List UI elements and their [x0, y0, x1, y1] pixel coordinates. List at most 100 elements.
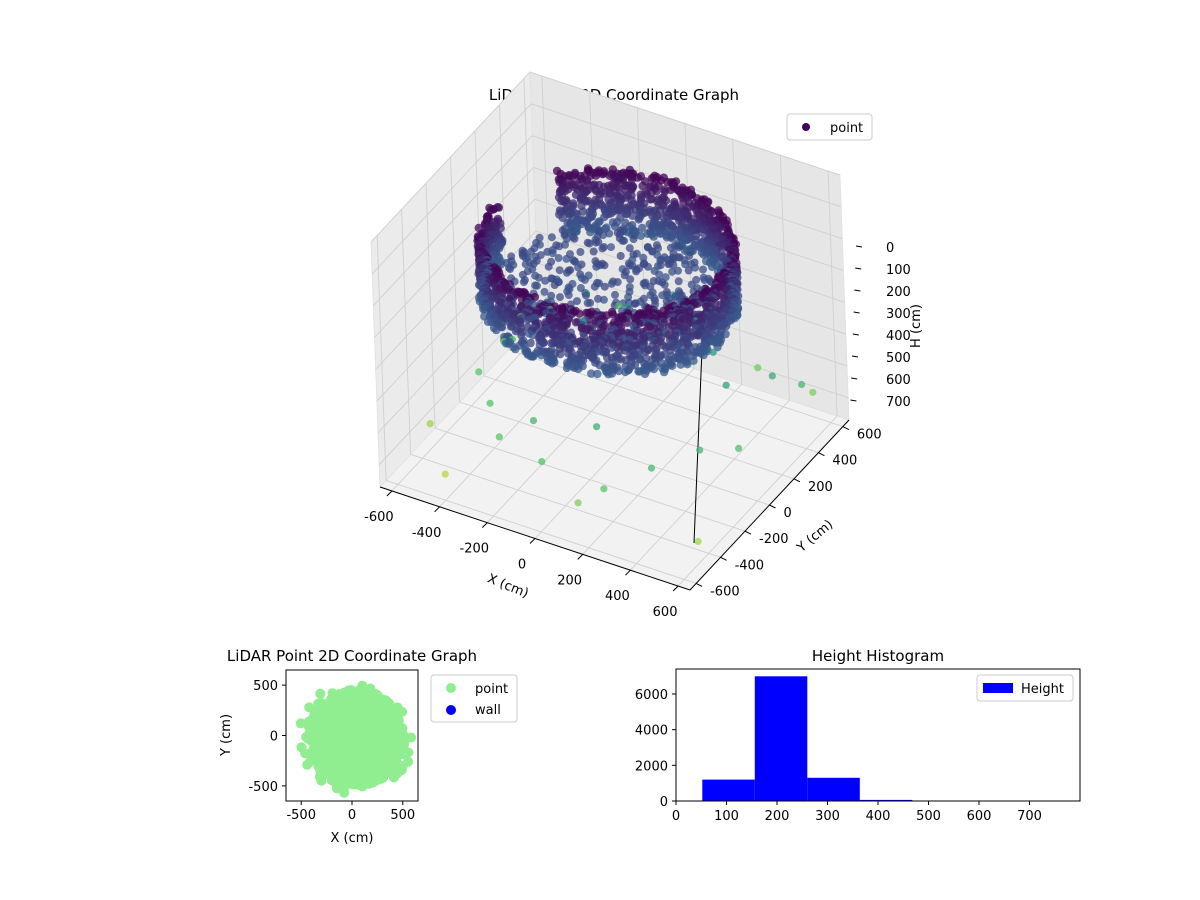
scatter3d-point	[526, 338, 535, 348]
scatter2d-ticks: -500 0 500 500 0 -500	[248, 679, 415, 823]
z-tick-label-3d: 100	[886, 263, 911, 278]
gridline-x	[677, 415, 838, 587]
x-tick-mark-3d	[434, 506, 440, 513]
scatter3d-point	[560, 197, 570, 207]
scatter3d-point	[660, 280, 669, 289]
scatter3d-point	[611, 290, 619, 299]
scatter2d-point	[358, 726, 369, 737]
scatter3d-point	[532, 281, 541, 290]
scatter3d-point	[594, 294, 602, 303]
histogram-bar	[754, 676, 808, 801]
scatter3d-point	[592, 238, 600, 247]
scatter3d-point	[574, 499, 582, 507]
scatter2d-point	[325, 754, 336, 765]
legend-label-point-2d: point	[475, 682, 508, 697]
scatter3d-point	[679, 198, 688, 207]
scatter2d-panel: LiDAR Point 2D Coordinate Graph -500 0 500…	[219, 647, 518, 846]
chart-title-2d: LiDAR Point 2D Coordinate Graph	[227, 647, 477, 665]
scatter3d-panel: LiDAR Point 3D Coordinate Graph -600-400…	[364, 71, 924, 620]
scatter3d-point	[571, 318, 581, 327]
scatter2d-point	[358, 696, 369, 707]
x-tick-mark-3d	[481, 522, 488, 529]
z-tick-label-3d: 500	[886, 351, 911, 366]
x-tick-label-hist: 100	[714, 809, 739, 824]
x-tick-label-3d: 200	[557, 573, 582, 588]
gridline-z-left	[371, 103, 532, 275]
scatter3d-point	[590, 282, 599, 291]
gridline-x	[630, 399, 790, 571]
scatter3d-point	[528, 331, 537, 340]
scatter3d-point	[681, 260, 690, 269]
legend-frame-hist	[976, 674, 1074, 702]
y-tick-label-2d: -500	[248, 780, 278, 795]
scatter3d-point	[674, 243, 683, 252]
legend-label-point-3d: point	[830, 121, 863, 136]
scatter3d-point	[580, 275, 589, 284]
histogram-bar	[702, 779, 755, 801]
scatter3d-point	[699, 265, 707, 274]
scatter2d-point	[310, 716, 321, 727]
histogram-ticks: 0 100 200 300 400 500 600 700 0 2000 4000 6000	[635, 688, 1042, 824]
x-tick-label-3d: -200	[460, 542, 490, 557]
y-tick-label-3d: 400	[832, 454, 857, 469]
gridline-x	[582, 384, 743, 555]
scatter3d-point	[632, 267, 641, 276]
scatter3d-point	[638, 223, 647, 233]
legend-label-wall-2d: wall	[475, 703, 501, 718]
scatter3d-point	[623, 318, 632, 327]
scatter3d-point	[589, 247, 598, 256]
x-tick-label-hist: 300	[815, 809, 840, 824]
scatter3d-point	[480, 304, 490, 314]
scatter3d-point	[684, 266, 693, 275]
z-tick-mark-3d	[855, 245, 863, 248]
scatter3d-point	[614, 366, 623, 376]
scatter3d-point	[574, 263, 583, 272]
gridline-y-wall	[425, 183, 436, 429]
scatter2d-point	[350, 745, 361, 756]
scatter3d-point	[529, 417, 538, 425]
scatter2d-point	[350, 690, 361, 701]
scatter3d-point	[576, 248, 585, 256]
x-tick-mark-3d	[386, 490, 393, 497]
scatter3d-point	[669, 260, 678, 269]
z-tick-mark-3d	[851, 377, 858, 380]
x-tick-label-hist: 0	[672, 809, 680, 824]
gridline-y	[483, 375, 795, 480]
scatter3d-point	[649, 232, 658, 241]
x-tick-label-3d: 0	[518, 558, 526, 573]
y-tick-label-hist: 6000	[635, 688, 668, 703]
x-tick-label-2d: 0	[348, 808, 356, 823]
gridline-z-left	[375, 198, 536, 370]
scatter3d-point	[550, 281, 559, 290]
scatter2d-point	[372, 715, 383, 726]
legend-marker-point-2d	[446, 683, 456, 693]
y-axis-label-3d: Y (cm)	[794, 517, 837, 556]
x-tick-label-hist: 400	[866, 809, 891, 824]
y-tick-label-3d: -600	[710, 584, 740, 599]
scatter3d-point	[641, 347, 650, 356]
y-tick-label-3d: -400	[735, 558, 765, 573]
scatter3d-point	[534, 273, 543, 282]
scatter3d-point	[613, 175, 623, 185]
scatter2d-point	[355, 764, 365, 775]
scatter2d-point	[375, 751, 386, 762]
y-tick-mark-3d	[695, 583, 703, 587]
scatter3d-point	[495, 433, 503, 441]
scatter2d-point	[339, 787, 350, 798]
scatter2d-point	[339, 777, 350, 788]
scatter3d-point	[565, 210, 574, 219]
scatter3d-point	[640, 369, 650, 379]
scatter2d-point	[389, 752, 400, 763]
legend-label-height: Height	[1021, 682, 1064, 697]
x-tick-label-2d: 500	[390, 808, 415, 823]
scatter2d-point	[380, 738, 391, 749]
scatter3d-point	[556, 293, 564, 302]
scatter2d-point	[381, 704, 392, 715]
scatter2d-point	[316, 775, 327, 786]
scatter3d-point	[586, 228, 595, 237]
scatter3d-point	[607, 279, 616, 288]
x-tick-label-hist: 600	[967, 809, 992, 824]
x-tick-label-3d: -600	[364, 510, 394, 525]
legend-3d: point	[786, 113, 873, 141]
